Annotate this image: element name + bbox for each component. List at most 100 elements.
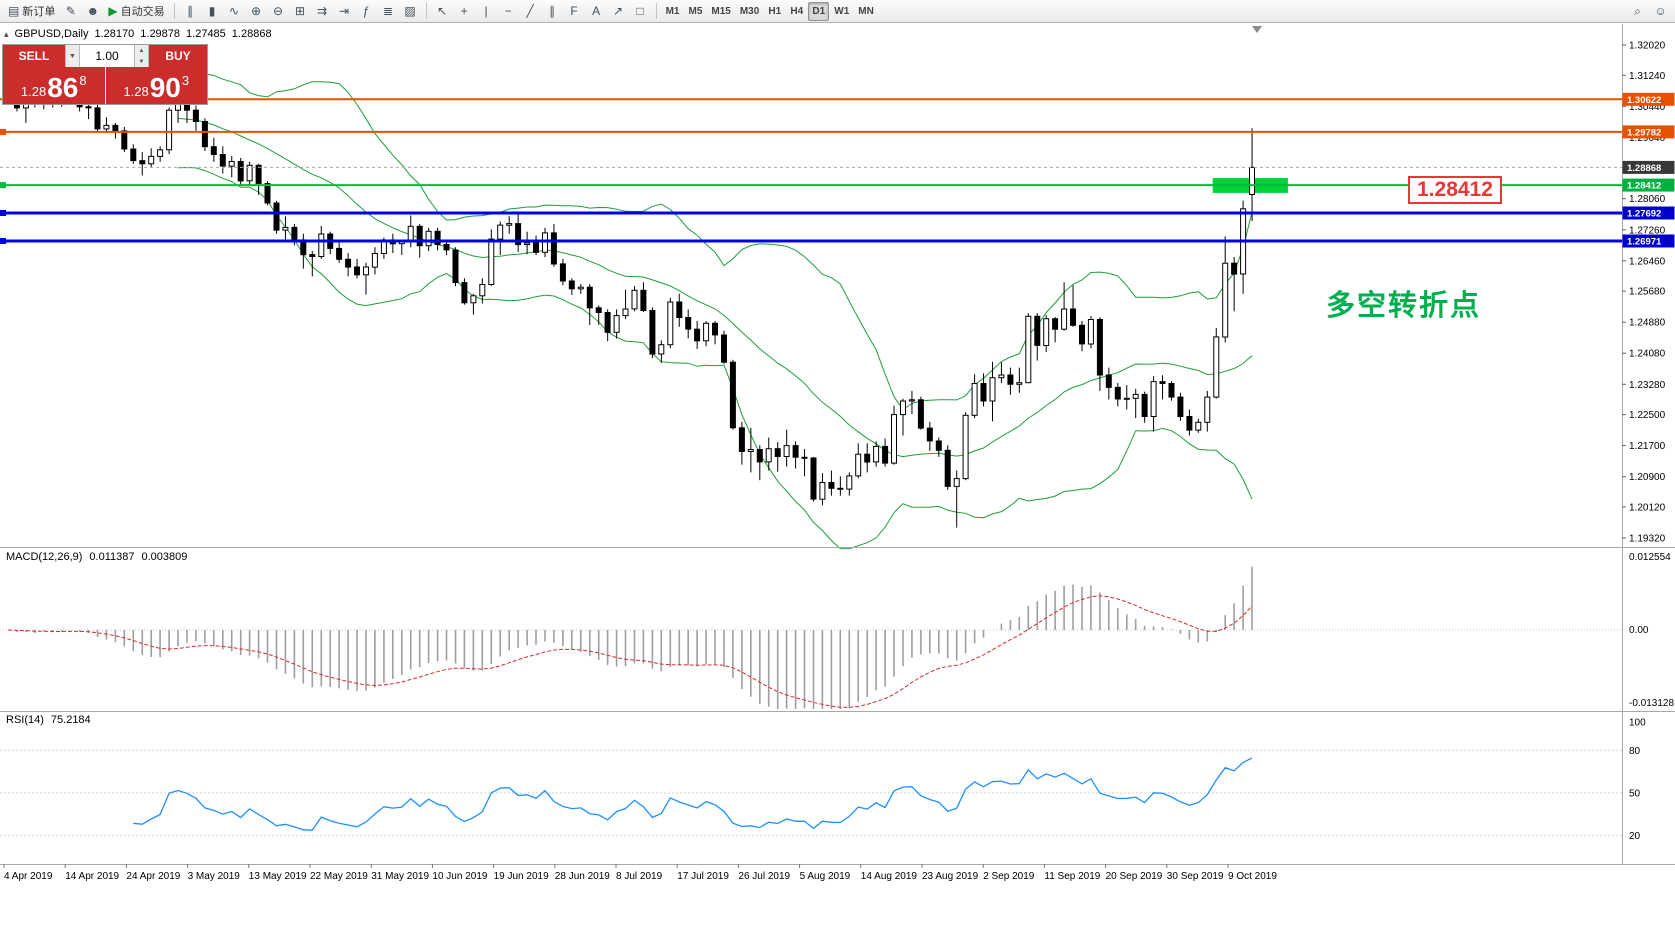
buy-price[interactable]: 1.28 90 3	[105, 67, 207, 104]
sell-button[interactable]: SELL	[3, 45, 65, 67]
auto-scroll-button[interactable]: ⇉	[312, 2, 333, 21]
search-button[interactable]: ⌕	[1627, 2, 1648, 21]
level-left-marker[interactable]	[0, 238, 6, 244]
price-axis-label: 1.24880	[1629, 318, 1666, 329]
sell-price[interactable]: 1.28 86 8	[3, 67, 105, 104]
timeframe-mn-button[interactable]: MN	[854, 2, 878, 21]
candle-body	[228, 161, 235, 167]
candle-body	[506, 223, 513, 226]
timeframe-m15-button[interactable]: M15	[707, 2, 734, 21]
volume-down-button[interactable]: ▼	[138, 58, 145, 65]
timeframe-m1-button[interactable]: M1	[662, 2, 684, 21]
date-axis-label: 8 Jul 2019	[616, 871, 663, 882]
price-label-box[interactable]: 1.28412	[1408, 176, 1502, 204]
candle-body	[649, 310, 656, 355]
periods-button[interactable]: ≣	[378, 2, 399, 21]
candle-body	[246, 164, 253, 182]
volume-dropdown-icon[interactable]: ▼	[65, 45, 79, 67]
price-tag-label: 1.28412	[1627, 181, 1661, 192]
candle-body	[219, 154, 226, 167]
date-axis-label: 19 Jun 2019	[494, 871, 549, 882]
trendline-button[interactable]: ╱	[520, 2, 541, 21]
bar-chart-button[interactable]: ∥	[180, 2, 201, 21]
timeframe-h4-button[interactable]: H4	[786, 2, 807, 21]
zoom-in-button[interactable]: ⊕	[246, 2, 267, 21]
buy-button[interactable]: BUY	[149, 45, 207, 67]
text-tool-button[interactable]: A	[586, 2, 607, 21]
candle-body	[1034, 315, 1041, 346]
new-order-button[interactable]: ▤ 新订单	[4, 2, 59, 21]
candle-body	[801, 456, 808, 459]
annotation-text[interactable]: 多空转折点	[1326, 290, 1482, 322]
candle-body	[622, 308, 629, 317]
shapes-tool-button[interactable]: □	[630, 2, 651, 21]
rsi-axis-label: 100	[1629, 718, 1646, 729]
line-chart-button[interactable]: ∿	[224, 2, 245, 21]
feedback-button[interactable]: ☺	[1650, 2, 1671, 21]
arrows-tool-button[interactable]: ↗	[608, 2, 629, 21]
candle-body	[953, 478, 960, 487]
price-axis-label: 1.20900	[1629, 472, 1666, 483]
timeframe-w1-button[interactable]: W1	[830, 2, 853, 21]
price-tag	[1622, 178, 1675, 192]
templates-button[interactable]: ▨	[400, 2, 421, 21]
metaeditor-button[interactable]: ✎	[60, 2, 81, 21]
candle-body	[148, 155, 155, 165]
channel-button[interactable]: ∥	[542, 2, 563, 21]
vertical-line-button[interactable]: |	[476, 2, 497, 21]
zoom-out-button[interactable]: ⊖	[268, 2, 289, 21]
volume-input[interactable]	[79, 45, 134, 67]
cursor-button[interactable]: ↖	[432, 2, 453, 21]
level-left-marker[interactable]	[0, 128, 6, 135]
price-tag-label: 1.28868	[1627, 163, 1661, 174]
chart-shift-button[interactable]: ⇥	[334, 2, 355, 21]
indicators-button[interactable]: ƒ	[356, 2, 377, 21]
one-click-collapse-icon[interactable]: ▴	[4, 28, 9, 39]
timeframe-m30-button[interactable]: M30	[736, 2, 763, 21]
timeframe-h1-button[interactable]: H1	[764, 2, 785, 21]
level-left-marker[interactable]	[0, 182, 6, 189]
candle-body	[765, 448, 772, 463]
volume-up-button[interactable]: ▲	[138, 47, 145, 54]
bar-chart-icon: ∥	[187, 4, 194, 18]
candle-body	[130, 148, 137, 162]
fibonacci-button[interactable]: F	[564, 2, 585, 21]
feedback-icon: ☺	[1654, 4, 1667, 18]
candle-body	[810, 457, 817, 500]
candlestick-chart-button[interactable]: ▮	[202, 2, 223, 21]
candle-body	[336, 247, 343, 260]
level-left-marker[interactable]	[0, 210, 6, 216]
candle-body	[891, 414, 897, 464]
horizontal-line-button[interactable]: −	[498, 2, 519, 21]
price-axis-label: 1.22500	[1629, 410, 1666, 421]
candle-body	[201, 121, 208, 148]
candle-body	[452, 249, 459, 284]
candle-body	[676, 301, 683, 318]
date-axis-label: 20 Sep 2019	[1106, 871, 1163, 882]
candle-body	[550, 232, 557, 265]
community-button[interactable]: ☻	[82, 2, 103, 21]
one-click-top-row: SELL ▼ ▲ ▼ BUY	[3, 45, 207, 67]
timeframe-m5-button[interactable]: M5	[684, 2, 706, 21]
chart-symbol-period: GBPUSD,Daily	[14, 28, 89, 40]
price-tag-label: 1.27692	[1627, 209, 1661, 220]
candle-body	[613, 315, 620, 333]
macd-label: MACD(12,26,9) 0.011387 0.003809	[6, 551, 187, 563]
chart-title: ▴ GBPUSD,Daily 1.28170 1.29878 1.27485 1…	[4, 28, 272, 40]
candle-body	[497, 224, 504, 240]
date-axis-label: 24 Apr 2019	[126, 871, 180, 882]
candle-body	[1114, 386, 1121, 400]
trendline-icon: ╱	[526, 4, 534, 18]
candle-body	[738, 427, 745, 452]
buy-price-big: 90	[149, 72, 181, 103]
timeframe-d1-button[interactable]: D1	[808, 1, 830, 21]
new-order-label: 新订单	[22, 6, 56, 18]
crosshair-button[interactable]: +	[454, 2, 475, 21]
date-axis-label: 2 Sep 2019	[983, 871, 1035, 882]
tile-windows-button[interactable]: ⊞	[290, 2, 311, 21]
text-tool-icon: A	[592, 4, 601, 18]
zoom-out-icon: ⊖	[273, 4, 284, 18]
autotrading-button[interactable]: ▶ 自动交易	[104, 2, 168, 21]
candle-body	[434, 230, 441, 246]
